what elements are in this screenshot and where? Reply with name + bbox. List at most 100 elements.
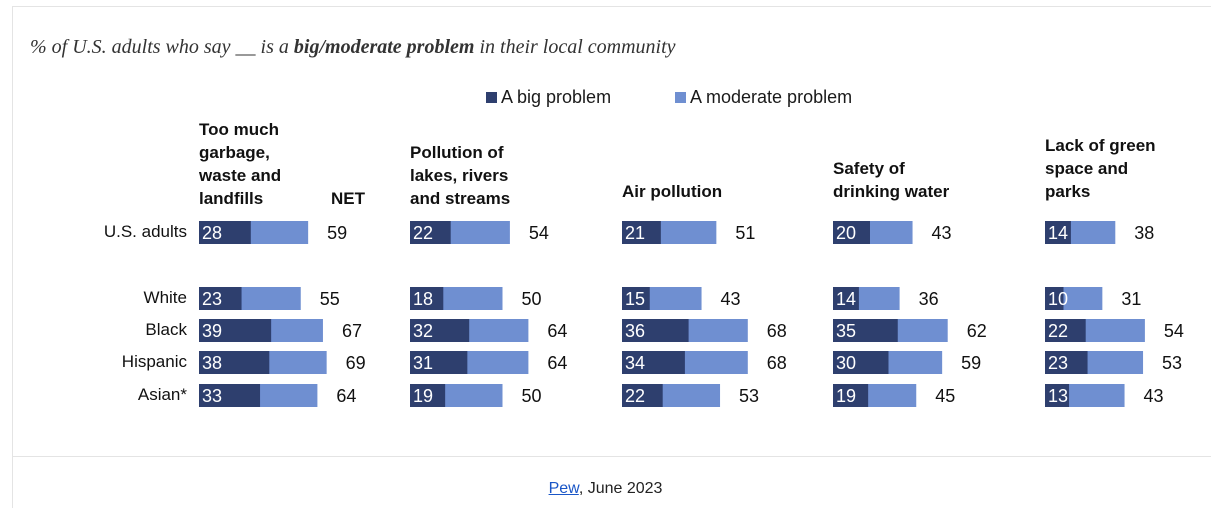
label-big: 18 <box>413 289 433 309</box>
label-net: 55 <box>320 289 340 309</box>
row-label: White <box>143 288 187 307</box>
bar-big <box>1045 287 1064 310</box>
label-net: 68 <box>767 353 787 373</box>
label-big: 28 <box>202 223 222 243</box>
label-big: 14 <box>1048 223 1068 243</box>
panel-header-4: Lack of green space and parks <box>1045 136 1156 201</box>
label-net: 64 <box>547 353 567 373</box>
label-net: 67 <box>342 321 362 341</box>
label-big: 19 <box>836 386 856 406</box>
label-big: 30 <box>836 353 856 373</box>
bar-big <box>622 384 663 407</box>
row-label: U.S. adults <box>103 222 187 241</box>
legend-item-big: A big problem <box>486 87 611 108</box>
label-big: 15 <box>625 289 645 309</box>
label-net: 59 <box>327 223 347 243</box>
label-big: 39 <box>202 321 222 341</box>
label-big: 22 <box>625 386 645 406</box>
label-big: 23 <box>1048 353 1068 373</box>
label-big: 34 <box>625 353 645 373</box>
panel-header-1: Pollution of lakes, rivers and streams <box>410 143 511 208</box>
label-big: 10 <box>1048 289 1068 309</box>
legend-label-big: A big problem <box>501 87 612 107</box>
bar-big <box>199 319 272 342</box>
label-big: 13 <box>1048 386 1068 406</box>
bar-big <box>833 384 869 407</box>
label-net: 68 <box>767 321 787 341</box>
legend-swatch-big <box>486 92 497 103</box>
legend: A big problem A moderate problem <box>0 87 1211 109</box>
bar-big <box>410 384 446 407</box>
label-big: 36 <box>625 321 645 341</box>
label-net: 69 <box>346 353 366 373</box>
label-net: 45 <box>935 386 955 406</box>
label-net: 64 <box>547 321 567 341</box>
row-label: Black <box>145 320 187 339</box>
bar-big <box>199 384 261 407</box>
label-net: 50 <box>522 289 542 309</box>
bar-big <box>833 351 889 374</box>
label-big: 23 <box>202 289 222 309</box>
footer: Pew, June 2023 <box>0 480 1211 498</box>
chart-frame <box>12 6 1211 508</box>
label-net: 43 <box>932 223 952 243</box>
bar-big <box>622 287 650 310</box>
label-big: 19 <box>413 386 433 406</box>
chart-title: % of U.S. adults who say __ is a big/mod… <box>30 36 676 58</box>
label-net: 43 <box>1144 386 1164 406</box>
label-net: 53 <box>739 386 759 406</box>
label-net: 54 <box>529 223 549 243</box>
label-net: 53 <box>1162 353 1182 373</box>
label-net: 31 <box>1121 289 1141 309</box>
bar-big <box>410 351 468 374</box>
bar-big <box>1045 384 1070 407</box>
bar-big <box>622 351 685 374</box>
bar-big <box>833 287 859 310</box>
label-big: 14 <box>836 289 856 309</box>
label-big: 31 <box>413 353 433 373</box>
panel-header-0: Too much garbage, waste and landfills <box>199 120 282 208</box>
legend-item-moderate: A moderate problem <box>675 87 852 108</box>
bar-big <box>199 351 270 374</box>
label-net: 36 <box>919 289 939 309</box>
bar-big <box>199 221 251 244</box>
label-net: 64 <box>336 386 356 406</box>
net-header: NET <box>331 189 365 208</box>
source-link[interactable]: Pew <box>548 480 579 497</box>
label-big: 32 <box>413 321 433 341</box>
bar-big <box>622 319 689 342</box>
label-big: 20 <box>836 223 856 243</box>
label-net: 43 <box>721 289 741 309</box>
bar-big <box>199 287 242 310</box>
panel-header-2: Air pollution <box>622 182 723 201</box>
bar-big <box>622 221 661 244</box>
label-big: 33 <box>202 386 222 406</box>
label-net: 38 <box>1134 223 1154 243</box>
bar-big <box>410 221 451 244</box>
label-big: 21 <box>625 223 645 243</box>
bar-big <box>833 221 870 244</box>
row-label: Asian* <box>137 385 187 404</box>
source-date: , June 2023 <box>578 480 663 497</box>
legend-label-moderate: A moderate problem <box>690 87 853 107</box>
legend-swatch-moderate <box>675 92 686 103</box>
panel-header-3: Safety of drinking water <box>833 159 950 201</box>
bar-big <box>410 287 444 310</box>
label-big: 38 <box>202 353 222 373</box>
label-net: 54 <box>1164 321 1184 341</box>
bar-big <box>833 319 898 342</box>
bar-big <box>1045 221 1071 244</box>
bar-big <box>1045 351 1088 374</box>
label-big: 35 <box>836 321 856 341</box>
label-net: 62 <box>967 321 987 341</box>
row-label: Hispanic <box>121 352 187 371</box>
label-net: 51 <box>735 223 755 243</box>
label-big: 22 <box>1048 321 1068 341</box>
label-big: 22 <box>413 223 433 243</box>
footer-divider <box>12 456 1211 457</box>
bar-big <box>410 319 470 342</box>
label-net: 50 <box>522 386 542 406</box>
label-net: 59 <box>961 353 981 373</box>
bar-big <box>1045 319 1086 342</box>
